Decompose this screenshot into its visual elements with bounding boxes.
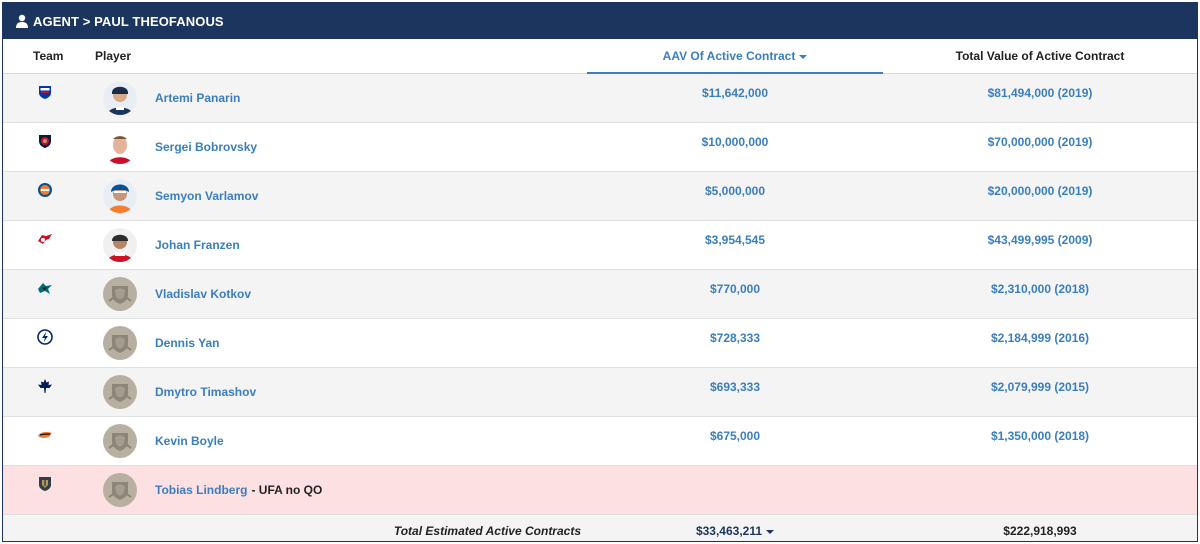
column-header-total[interactable]: Total Value of Active Contract bbox=[883, 39, 1197, 74]
team-cell bbox=[3, 318, 89, 368]
islanders-logo-icon[interactable] bbox=[37, 182, 89, 198]
table-row: Dennis Yan $728,333 $2,184,999 (2016) bbox=[3, 318, 1197, 368]
aav-value[interactable]: $11,642,000 bbox=[587, 73, 883, 123]
total-value[interactable]: $2,310,000 (2018) bbox=[883, 269, 1197, 319]
table-row: Kevin Boyle $675,000 $1,350,000 (2018) bbox=[3, 416, 1197, 466]
player-cell: Sergei Bobrovsky bbox=[89, 122, 587, 172]
total-value[interactable]: $70,000,000 (2019) bbox=[883, 122, 1197, 172]
totals-total-value: $222,918,993 bbox=[883, 514, 1197, 541]
totals-caret-icon bbox=[766, 530, 775, 535]
ducks-logo-icon[interactable] bbox=[37, 427, 89, 443]
table-row: Dmytro Timashov $693,333 $2,079,999 (2015) bbox=[3, 367, 1197, 417]
total-value[interactable]: $43,499,995 (2009) bbox=[883, 220, 1197, 270]
player-headshot bbox=[103, 227, 137, 262]
lightning-logo-icon[interactable] bbox=[37, 328, 89, 345]
player-cell: Dmytro Timashov bbox=[89, 367, 587, 417]
totals-aav-value: $33,463,211 bbox=[695, 524, 763, 539]
player-headshot bbox=[103, 374, 137, 409]
player-link[interactable]: Tobias Lindberg bbox=[155, 482, 248, 497]
red-wings-logo-icon[interactable] bbox=[37, 231, 89, 247]
player-link[interactable]: Semyon Varlamov bbox=[155, 188, 259, 203]
table-row: Johan Franzen $3,954,545 $43,499,995 (2009… bbox=[3, 220, 1197, 270]
team-cell bbox=[3, 465, 89, 515]
player-headshot bbox=[103, 472, 137, 507]
team-cell bbox=[3, 220, 89, 270]
player-headshot bbox=[103, 80, 137, 115]
contracts-table: Team Player AAV Of Active Contract Total… bbox=[3, 39, 1197, 541]
aav-value[interactable]: $3,954,545 bbox=[587, 220, 883, 270]
maple-leafs-logo-icon[interactable] bbox=[37, 378, 89, 394]
player-cell: Johan Franzen bbox=[89, 220, 587, 270]
player-link[interactable]: Kevin Boyle bbox=[155, 433, 224, 448]
totals-row: Total Estimated Active Contracts $33,463… bbox=[3, 514, 1197, 541]
totals-label: Total Estimated Active Contracts bbox=[89, 514, 587, 541]
table-row: Tobias Lindberg - UFA no QO bbox=[3, 465, 1197, 515]
player-cell: Kevin Boyle bbox=[89, 416, 587, 466]
aav-value[interactable]: $770,000 bbox=[587, 269, 883, 319]
aav-value[interactable]: $10,000,000 bbox=[587, 122, 883, 172]
rangers-logo-icon[interactable] bbox=[37, 84, 89, 100]
team-cell bbox=[3, 171, 89, 221]
contract-status-note: - UFA no QO bbox=[251, 482, 323, 497]
total-value[interactable]: $20,000,000 (2019) bbox=[883, 171, 1197, 221]
total-value[interactable]: $2,184,999 (2016) bbox=[883, 318, 1197, 368]
golden-knights-logo-icon[interactable] bbox=[37, 476, 89, 492]
player-cell: Tobias Lindberg - UFA no QO bbox=[89, 465, 587, 515]
team-cell bbox=[3, 269, 89, 319]
player-link[interactable]: Johan Franzen bbox=[155, 237, 240, 252]
column-header-team[interactable]: Team bbox=[3, 39, 89, 74]
column-header-aav[interactable]: AAV Of Active Contract bbox=[587, 39, 883, 74]
panel-header: AGENT > PAUL THEOFANOUS bbox=[3, 3, 1197, 39]
column-header-player[interactable]: Player bbox=[89, 39, 587, 74]
table-header-row: Team Player AAV Of Active Contract Total… bbox=[3, 39, 1197, 74]
player-cell: Semyon Varlamov bbox=[89, 171, 587, 221]
player-link[interactable]: Sergei Bobrovsky bbox=[155, 139, 258, 154]
player-link[interactable]: Dennis Yan bbox=[155, 335, 220, 350]
player-link[interactable]: Artemi Panarin bbox=[155, 90, 241, 105]
team-cell bbox=[3, 122, 89, 172]
player-link[interactable]: Dmytro Timashov bbox=[155, 384, 257, 399]
sharks-logo-icon[interactable] bbox=[37, 280, 89, 296]
team-cell bbox=[3, 367, 89, 417]
totals-team-cell bbox=[3, 514, 89, 541]
player-cell: Artemi Panarin bbox=[89, 73, 587, 123]
player-cell: Dennis Yan bbox=[89, 318, 587, 368]
player-link[interactable]: Vladislav Kotkov bbox=[155, 286, 252, 301]
player-cell: Vladislav Kotkov bbox=[89, 269, 587, 319]
player-headshot bbox=[103, 276, 137, 311]
player-headshot bbox=[103, 178, 137, 213]
player-headshot bbox=[103, 325, 137, 360]
aav-value[interactable]: $693,333 bbox=[587, 367, 883, 417]
player-headshot bbox=[103, 423, 137, 458]
total-value[interactable] bbox=[883, 465, 1197, 515]
team-cell bbox=[3, 416, 89, 466]
aav-value[interactable]: $675,000 bbox=[587, 416, 883, 466]
total-value[interactable]: $1,350,000 (2018) bbox=[883, 416, 1197, 466]
total-value[interactable]: $81,494,000 (2019) bbox=[883, 73, 1197, 123]
aav-value[interactable]: $5,000,000 bbox=[587, 171, 883, 221]
table-row: Semyon Varlamov $5,000,000 $20,000,000 (20… bbox=[3, 171, 1197, 221]
total-value[interactable]: $2,079,999 (2015) bbox=[883, 367, 1197, 417]
sort-caret-icon bbox=[799, 54, 808, 59]
totals-aav[interactable]: $33,463,211 bbox=[587, 514, 883, 541]
table-row: Artemi Panarin $11,642,000 $81,494,000 (20… bbox=[3, 73, 1197, 123]
table-row: Vladislav Kotkov $770,000 $2,310,000 (2018… bbox=[3, 269, 1197, 319]
column-header-aav-label: AAV Of Active Contract bbox=[662, 48, 796, 63]
page-title: AGENT > PAUL THEOFANOUS bbox=[33, 13, 224, 29]
team-cell bbox=[3, 73, 89, 123]
panthers-logo-icon[interactable] bbox=[37, 133, 89, 149]
aav-value[interactable]: $728,333 bbox=[587, 318, 883, 368]
user-icon bbox=[16, 14, 28, 28]
aav-value[interactable] bbox=[587, 465, 883, 515]
table-row: Sergei Bobrovsky $10,000,000 $70,000,000 (… bbox=[3, 122, 1197, 172]
player-headshot bbox=[103, 129, 137, 164]
